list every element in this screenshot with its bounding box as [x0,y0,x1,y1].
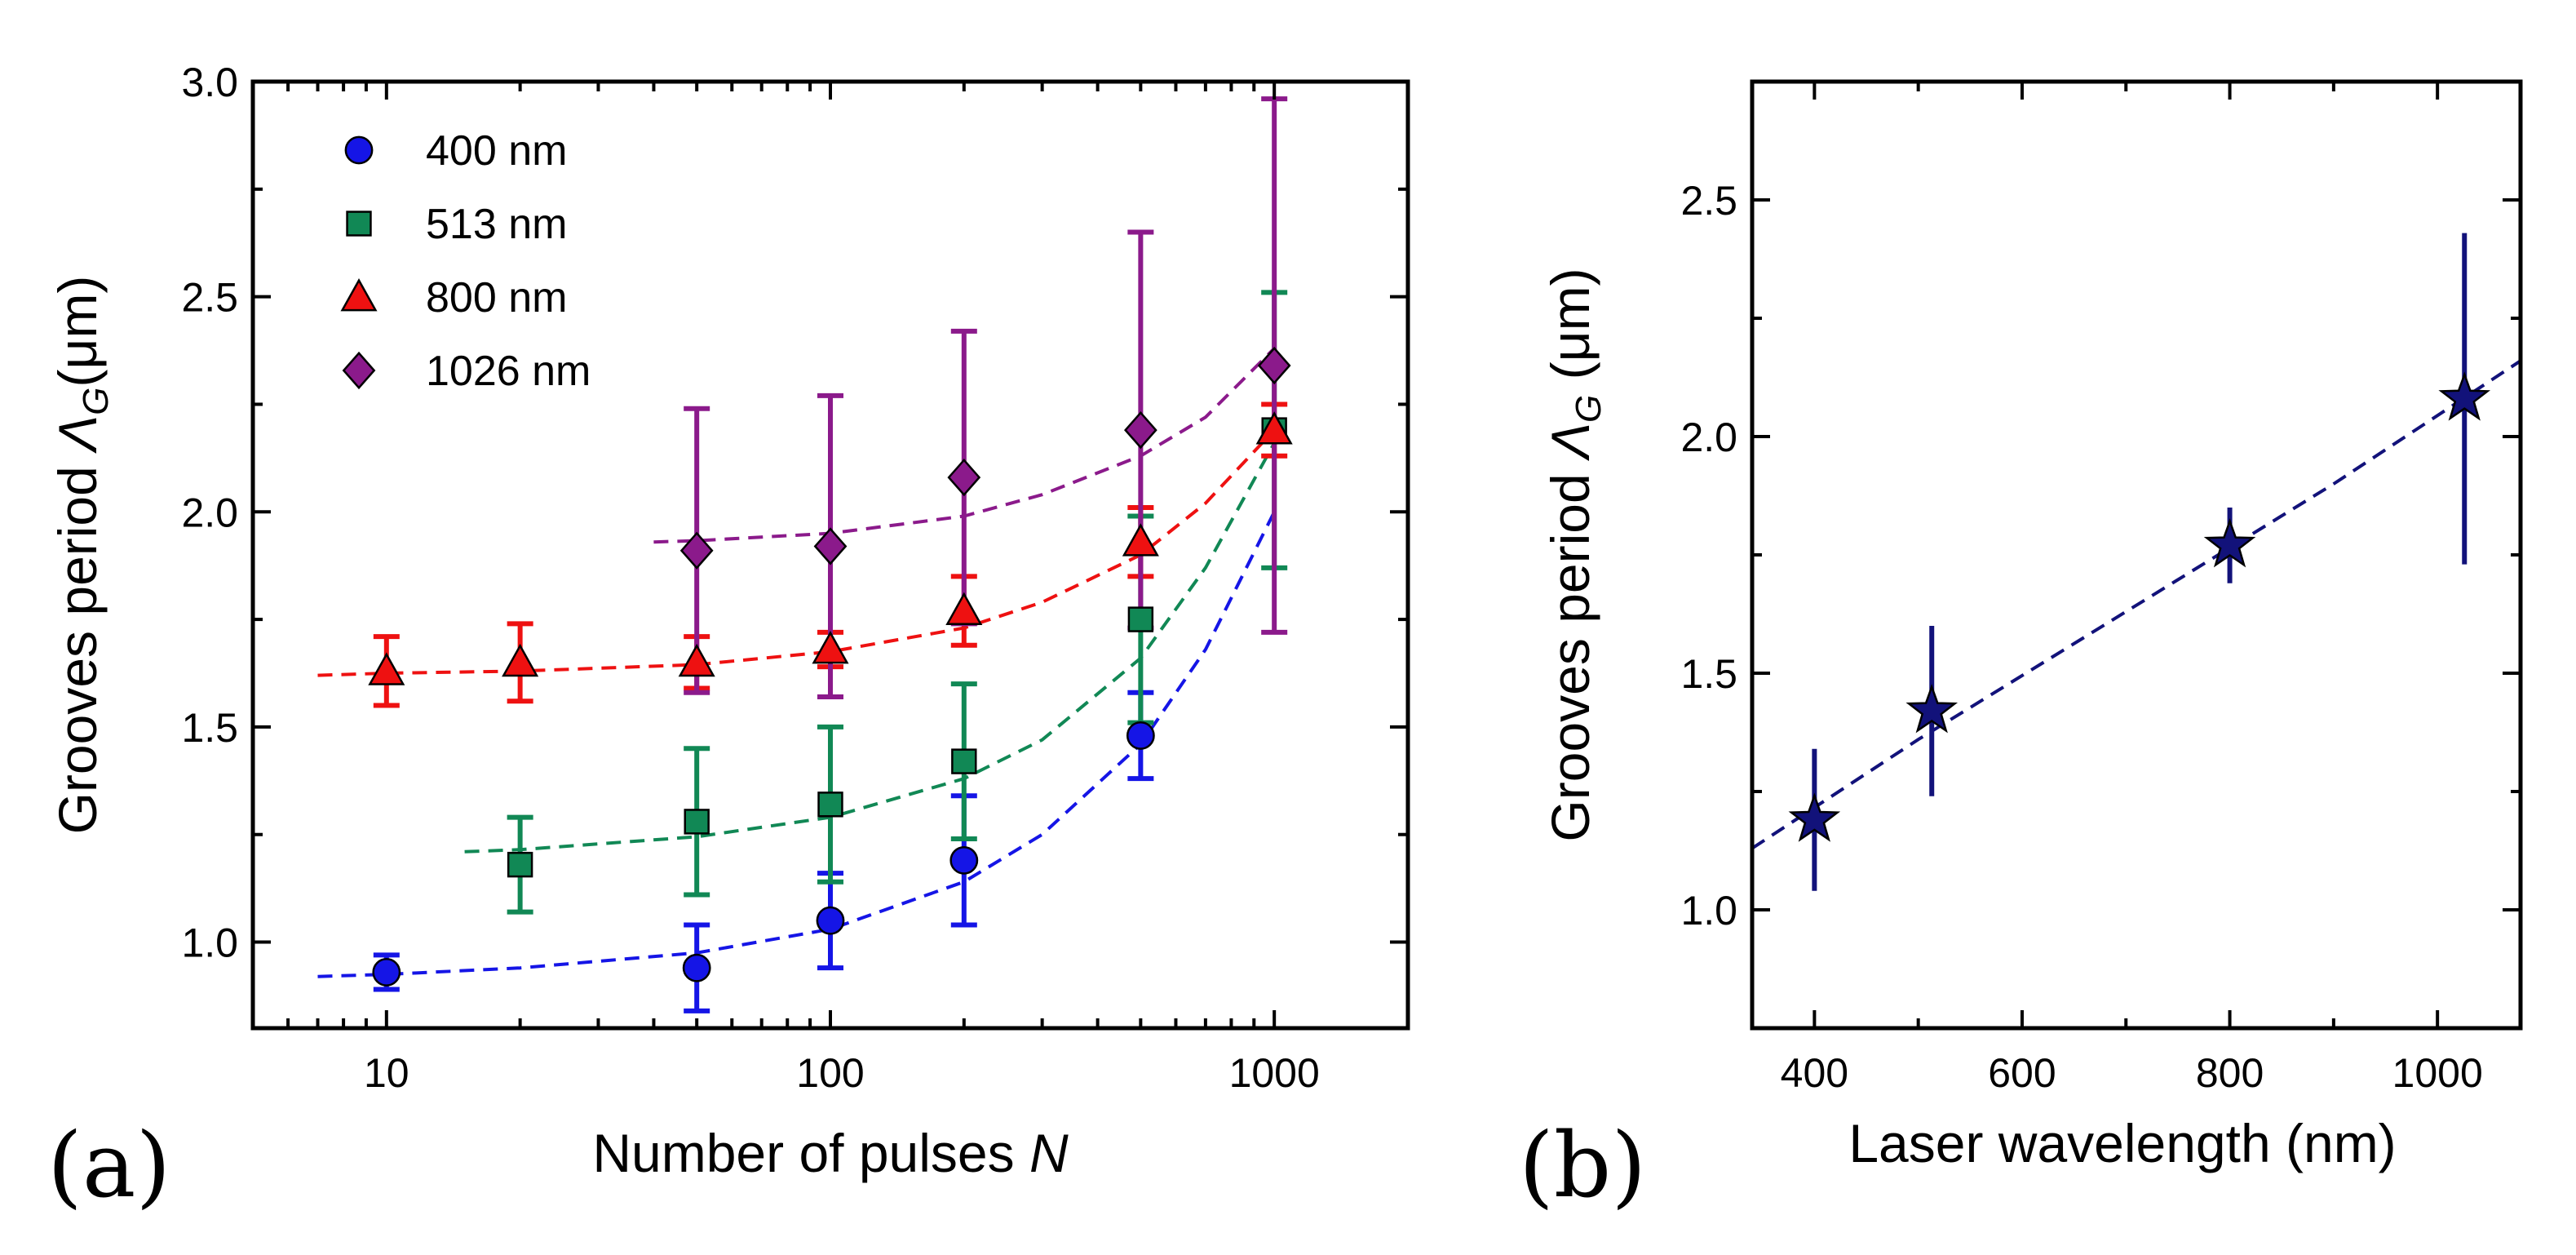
a-x-tick-label: 10 [364,1050,409,1096]
b-x-tick-label: 600 [1988,1050,2056,1096]
legend-label-400-nm: 400 nm [426,127,567,175]
a-y-tick-label: 1.0 [181,920,238,966]
a-y-tick-label: 2.5 [181,275,238,321]
a-x-tick-label: 1000 [1229,1050,1320,1096]
panel-b-markers [1788,371,2491,842]
legend-marker-1026-nm [342,351,376,390]
a-point-800-nm [1255,411,1293,445]
panel-b: 400 600 800 1000 1.0 1.5 2.0 2.5 Laser waveleng… [1519,79,2523,1217]
b-point-grooves-period [1788,792,1841,842]
a-y-tick-label: 1.5 [181,705,238,751]
legend-label-513-nm: 513 nm [426,201,567,248]
b-x-tick-label: 1000 [2392,1050,2483,1096]
panel-b-label: (b) [1519,1113,1646,1217]
a-point-800-nm [812,631,849,664]
a-point-800-nm [1122,523,1159,557]
a-point-800-nm [945,592,983,625]
panel-a-x-axis-label: Number of pulses N [592,1123,1069,1183]
a-point-513-nm [951,748,977,774]
legend-marker-800-nm [340,278,378,312]
a-point-400-nm [816,906,845,935]
a-y-tick-label: 2.0 [181,490,238,535]
a-point-513-nm [507,851,533,878]
a-point-513-nm [684,809,710,835]
a-point-800-nm [678,643,715,677]
a-point-513-nm [817,792,843,818]
a-point-800-nm [368,652,405,685]
a-point-1026-nm [947,458,981,497]
b-y-tick-label: 2.0 [1680,415,1737,460]
panel-a-legend: 400 nm 513 nm 800 nm 1026 nm [340,127,591,395]
panel-b-ticks: 400 600 800 1000 1.0 1.5 2.0 2.5 [1680,80,2521,1096]
b-point-grooves-period [1905,683,1959,734]
a-x-tick-label: 100 [796,1050,864,1096]
panel-a: 10 100 1000 1.0 1.5 2.0 2.5 3.0 400 nm 513 nm 800… [47,60,1410,1217]
a-point-400-nm [682,953,711,982]
a-point-1026-nm [1124,410,1157,450]
a-point-1026-nm [679,531,714,570]
b-y-tick-label: 1.5 [1680,651,1737,697]
a-point-513-nm [1127,606,1154,632]
a-point-1026-nm [1257,346,1291,385]
a-point-400-nm [949,845,979,875]
legend-marker-400-nm [344,135,374,165]
panel-b-x-axis-label: Laser wavelength (nm) [1848,1113,2396,1173]
a-point-1026-nm [813,527,848,565]
legend-label-800-nm: 800 nm [426,274,567,322]
panel-b-y-axis-label: Grooves period ΛG (μm) [1540,268,1609,841]
panel-b-frame [1750,79,2523,1031]
a-fit-513-nm [464,441,1276,854]
panel-b-fit-curve [1751,359,2522,850]
legend-label-1026-nm: 1026 nm [426,348,591,395]
a-fit-800-nm [317,428,1276,677]
a-y-tick-label: 3.0 [181,60,238,105]
b-point-grooves-period [2438,371,2491,421]
panel-b-error-bars [1812,233,2468,891]
legend-marker-513-nm [346,211,372,237]
a-point-400-nm [1126,721,1155,750]
b-point-grooves-period [2203,517,2256,568]
a-point-400-nm [372,958,401,987]
panel-a-y-axis-label: Grooves period ΛG(μm) [47,276,116,835]
b-y-tick-label: 2.5 [1680,178,1737,224]
panel-a-markers [368,346,1293,987]
panel-a-frame [250,79,1410,1031]
b-x-tick-label: 400 [1781,1050,1848,1096]
panel-a-fit-curves [317,347,1276,978]
b-fit-grooves-period [1751,359,2522,850]
a-point-800-nm [502,643,539,677]
b-y-tick-label: 1.0 [1680,888,1737,933]
panel-a-label: (a) [47,1113,170,1217]
b-x-tick-label: 800 [2196,1050,2264,1096]
